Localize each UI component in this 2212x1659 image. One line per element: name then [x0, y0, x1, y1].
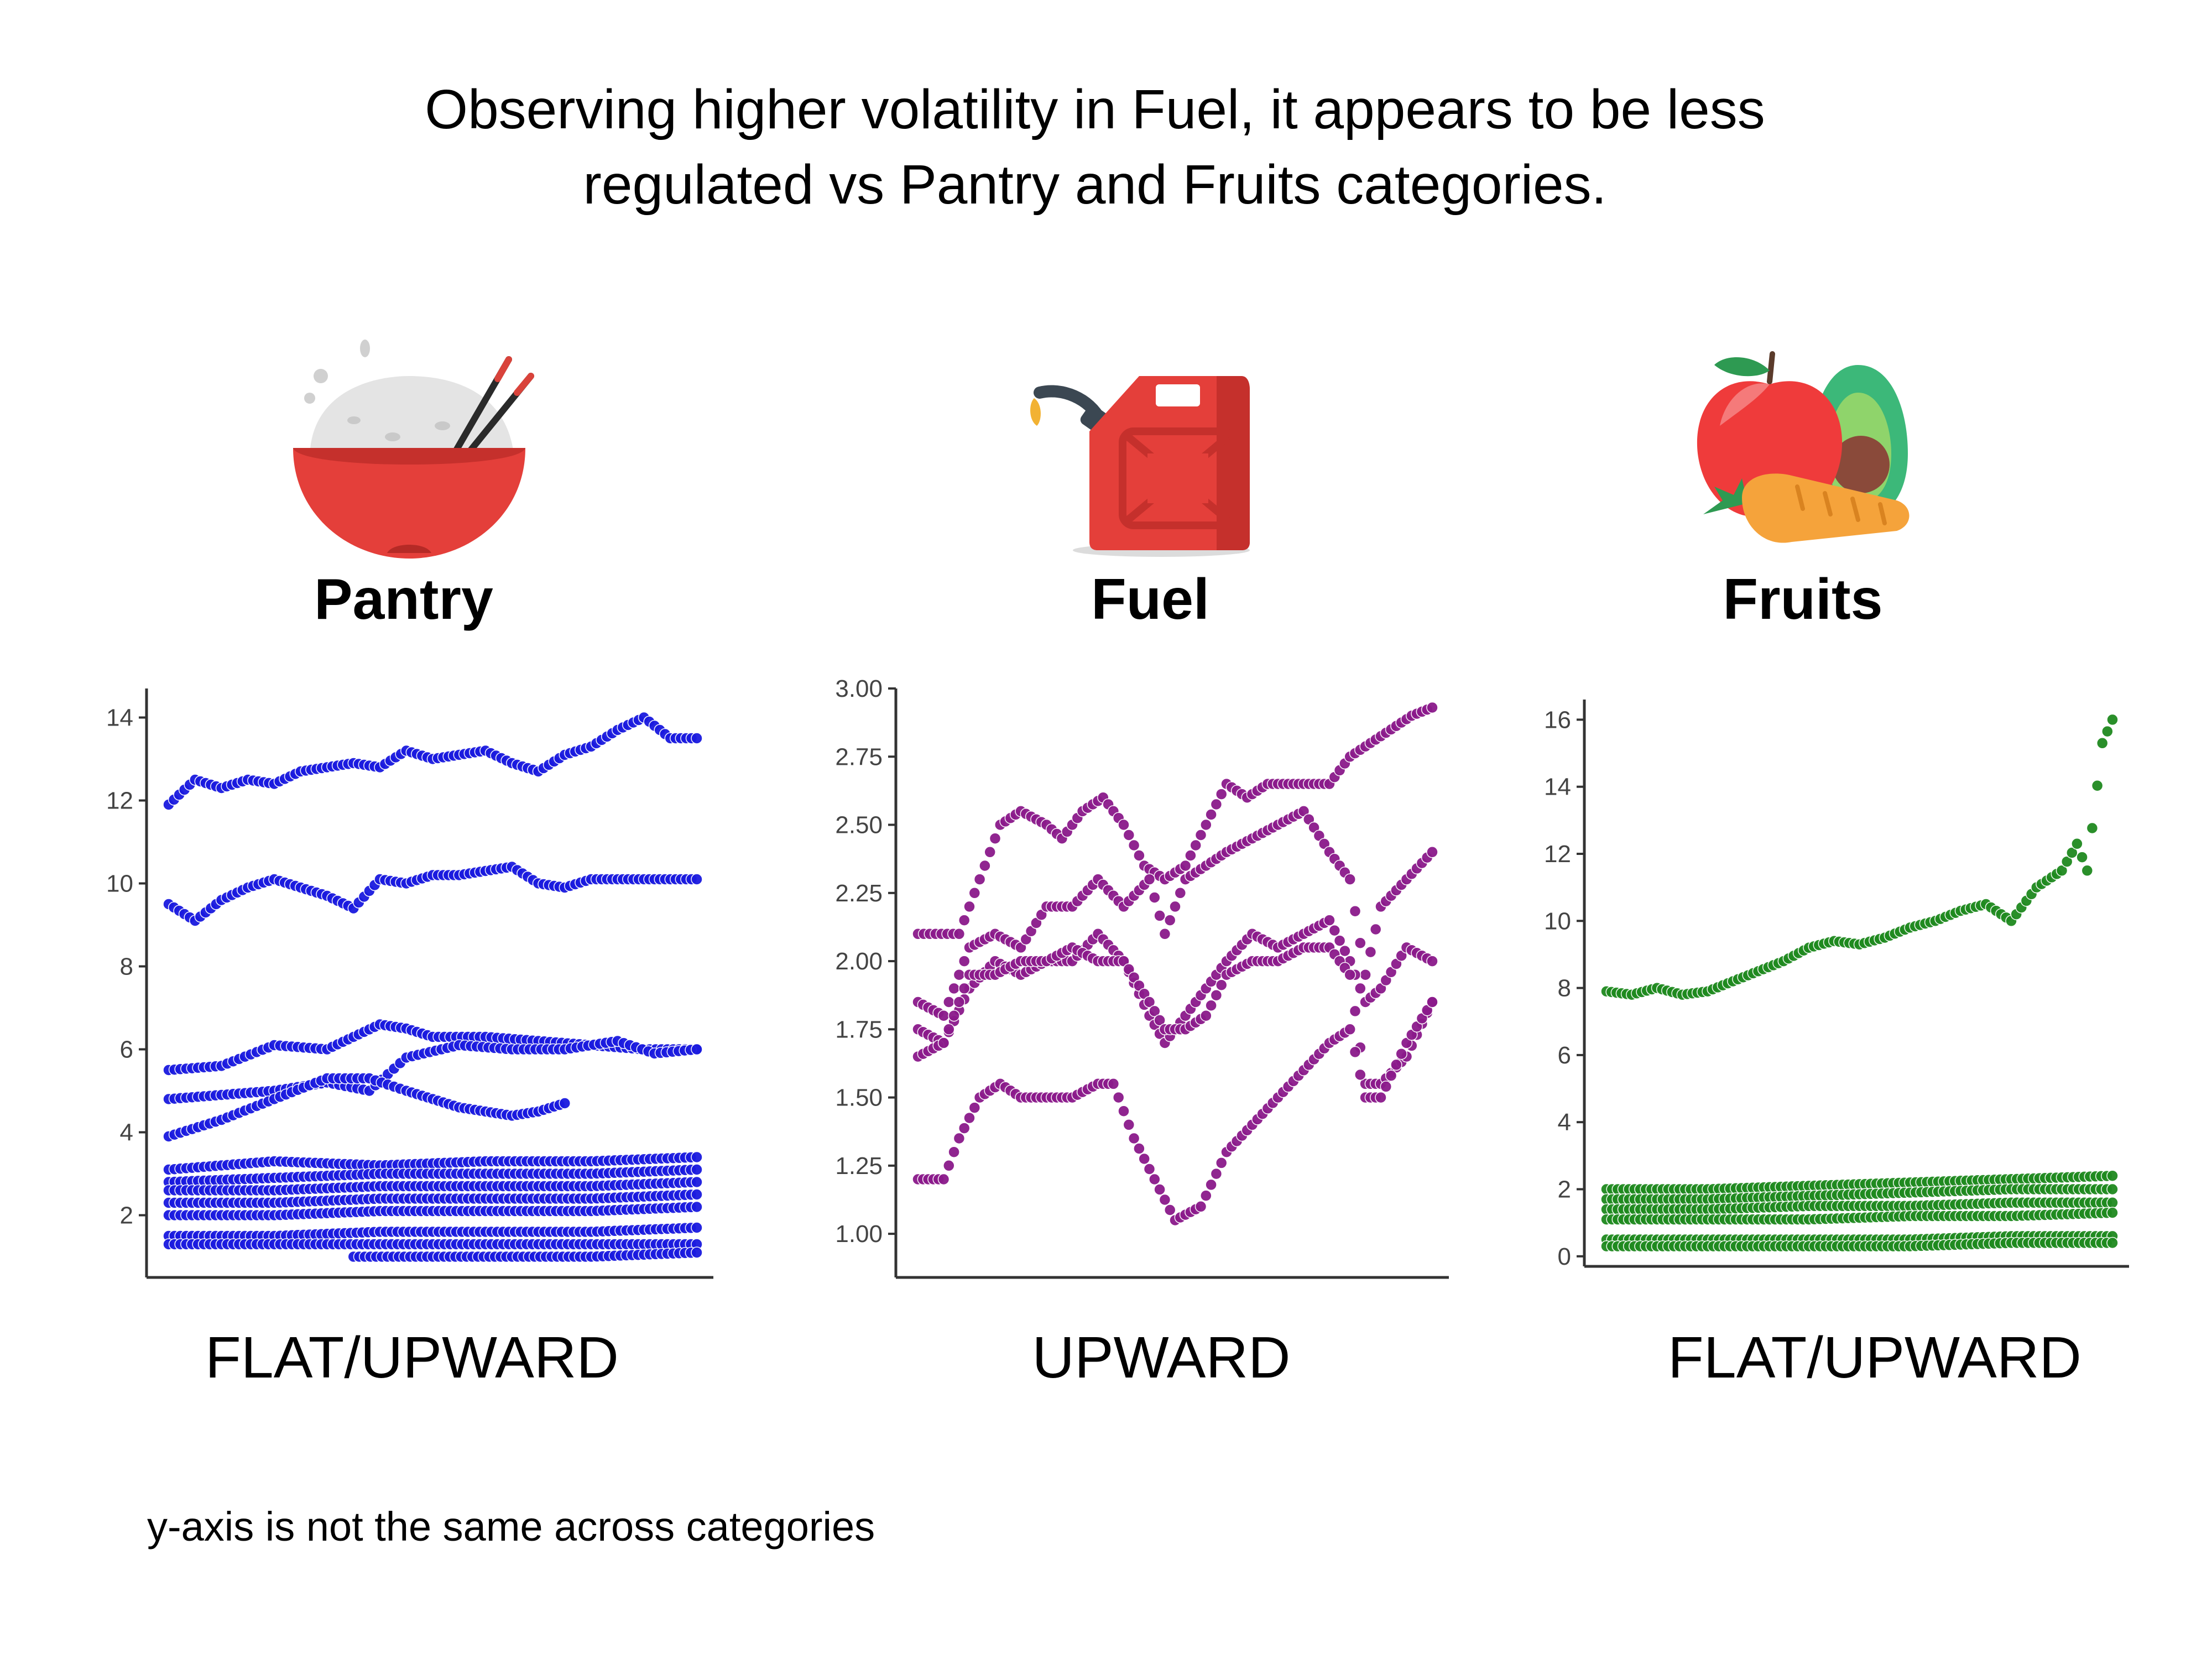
data-point	[2101, 725, 2114, 738]
data-point	[2091, 779, 2104, 792]
data-point	[2106, 1207, 2119, 1219]
panel-label-pantry: Pantry	[314, 567, 493, 632]
data-point	[691, 1164, 703, 1176]
y-tick-label: 16	[1544, 706, 1571, 733]
y-tick-label: 14	[1544, 774, 1571, 801]
y-tick-label: 2	[1558, 1176, 1571, 1203]
y-tick-label: 4	[120, 1119, 133, 1146]
trend-label-fuel: UPWARD	[1032, 1325, 1291, 1390]
data-point	[691, 1176, 703, 1188]
y-tick-label: 0	[1558, 1243, 1571, 1270]
data-point	[691, 1043, 703, 1056]
fruits-vegetables-icon	[1697, 351, 1910, 543]
y-tick-label: 6	[120, 1036, 133, 1063]
data-point	[2076, 851, 2088, 863]
title-line-2: regulated vs Pantry and Fruits categorie…	[583, 154, 1607, 216]
trend-label-pantry: FLAT/UPWARD	[205, 1325, 619, 1390]
data-point	[691, 1188, 703, 1201]
page-title: Observing higher volatility in Fuel, it …	[0, 72, 2190, 222]
data-point	[2086, 822, 2099, 834]
footnote: y-axis is not the same across categories	[147, 1504, 875, 1550]
data-point	[2081, 864, 2094, 877]
data-point	[559, 1097, 571, 1109]
data-point	[2106, 1237, 2119, 1249]
y-tick-label: 14	[106, 705, 133, 732]
panel-label-fruits: Fruits	[1723, 567, 1883, 632]
y-tick-label: 10	[1544, 907, 1571, 935]
fuel-can-icon	[1030, 376, 1250, 557]
rice-bowl-icon	[293, 340, 534, 559]
trend-label-fruits: FLAT/UPWARD	[1668, 1325, 2081, 1390]
y-tick-label: 12	[1544, 841, 1571, 868]
data-point	[691, 732, 703, 744]
y-tick-label: 8	[1558, 975, 1571, 1002]
data-point	[2106, 713, 2119, 726]
data-point	[2096, 737, 2109, 749]
y-tick-label: 8	[120, 953, 133, 980]
y-tick-label: 10	[106, 870, 133, 898]
y-tick-label: 4	[1558, 1109, 1571, 1136]
data-point	[2106, 1197, 2119, 1209]
y-tick-label: 2	[120, 1202, 133, 1229]
data-point	[2106, 1170, 2119, 1182]
title-line-1: Observing higher volatility in Fuel, it …	[425, 79, 1765, 140]
panel-label-fuel: Fuel	[1091, 567, 1209, 632]
data-point	[691, 1151, 703, 1164]
data-point	[2071, 838, 2083, 850]
y-tick-label: 6	[1558, 1042, 1571, 1069]
data-point	[2106, 1183, 2119, 1196]
data-point	[691, 873, 703, 885]
y-tick-label: 12	[106, 787, 133, 815]
